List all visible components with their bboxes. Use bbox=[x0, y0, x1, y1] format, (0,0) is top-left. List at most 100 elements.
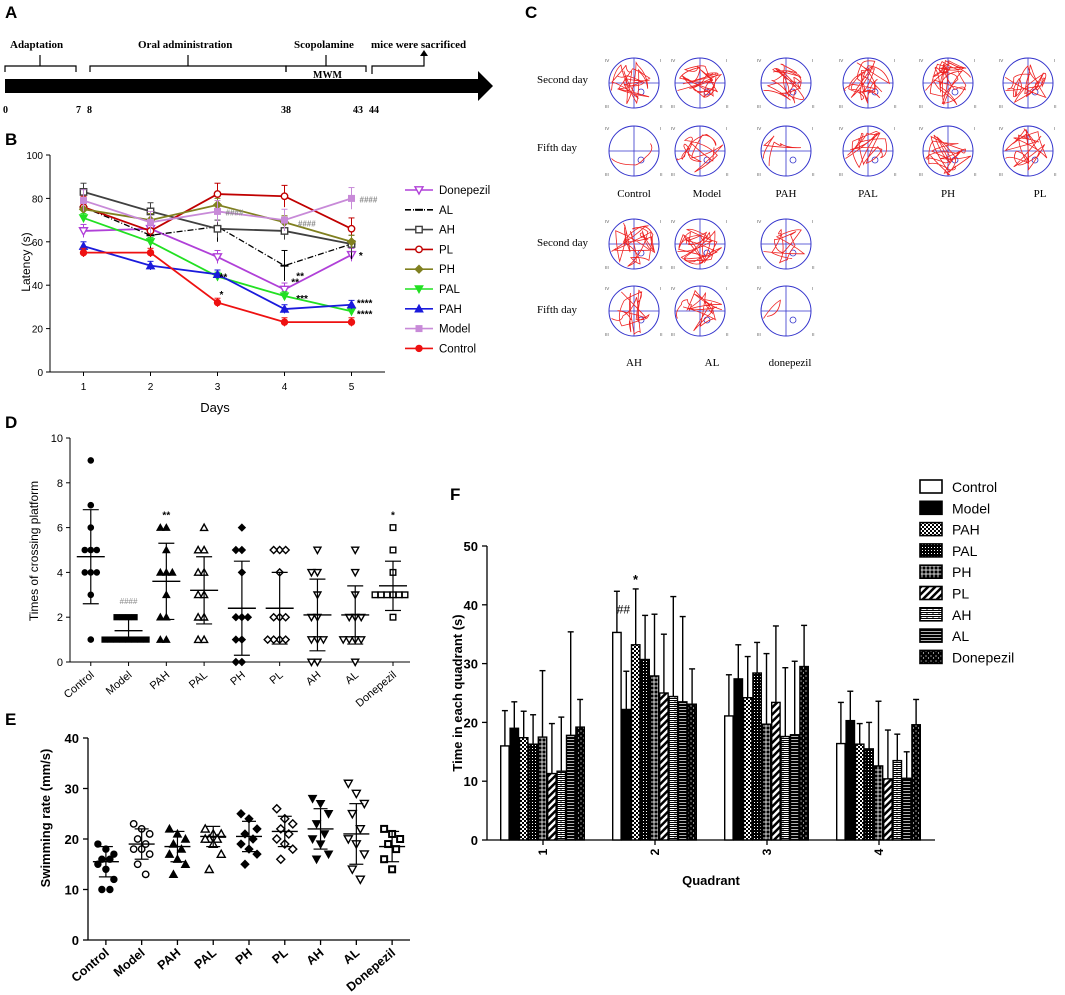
quadrant-xtick-label: 1 bbox=[536, 848, 550, 855]
latency-significance: * bbox=[359, 251, 363, 262]
quadrant-bar-ah bbox=[668, 695, 679, 841]
quadrant-bar-pal bbox=[752, 672, 763, 841]
platform-marker bbox=[789, 316, 797, 324]
swimming-point-pal bbox=[200, 833, 211, 843]
quadrant-label: I bbox=[660, 286, 661, 291]
swimming-point-ah bbox=[315, 799, 326, 809]
quadrant-bar-pl bbox=[659, 692, 669, 841]
crossing-point-ph bbox=[231, 545, 241, 555]
quadrant-label: IV bbox=[757, 126, 761, 131]
crossing-point-ah bbox=[312, 568, 323, 578]
quadrant-bar-al bbox=[565, 734, 576, 841]
quadrant-label: III bbox=[605, 172, 609, 177]
quadrant-ytick-label: 40 bbox=[464, 598, 478, 613]
quadrant-label: II bbox=[660, 104, 663, 109]
swimming-point-ah bbox=[311, 820, 322, 829]
quadrant-label: III bbox=[671, 104, 675, 109]
quadrant-xlabel: Quadrant bbox=[682, 873, 740, 888]
quadrant-label: III bbox=[757, 104, 761, 109]
crossing-point-al bbox=[344, 636, 354, 645]
quadrant-label: IV bbox=[757, 58, 761, 63]
quadrant-bar-control bbox=[500, 745, 510, 841]
quadrant-ytick-label: 30 bbox=[464, 657, 478, 672]
crossing-xtick-label: AH bbox=[304, 669, 323, 688]
swimming-xtick-label: Model bbox=[111, 946, 148, 980]
timeline-tick-7: 7 bbox=[76, 105, 81, 116]
crossing-point-ph bbox=[231, 635, 241, 644]
quadrant-label: IV bbox=[605, 219, 609, 224]
quadrant-bar-pl bbox=[547, 772, 557, 841]
latency-ytick-label: 80 bbox=[32, 194, 44, 205]
legend-swatch-pl bbox=[919, 585, 943, 601]
crossing-significance: ** bbox=[162, 511, 170, 522]
quadrant-ytick-label: 0 bbox=[471, 833, 478, 848]
legend-label-model: Model bbox=[439, 324, 470, 336]
crossing-ytick-label: 2 bbox=[57, 612, 63, 624]
panel-letter-a: A bbox=[5, 3, 17, 22]
crossing-xtick-label: PL bbox=[268, 669, 286, 687]
crossing-point-model bbox=[107, 636, 114, 643]
legend-label-pal: PAL bbox=[439, 284, 460, 296]
swimming-point-pal bbox=[212, 833, 223, 843]
quadrant-label: II bbox=[812, 332, 815, 337]
legend-label-al: AL bbox=[439, 205, 454, 217]
phase-sacrifice: mice were sacrificed bbox=[371, 39, 466, 51]
sacrifice-arrowhead bbox=[420, 50, 428, 56]
quadrant-label: IV bbox=[671, 58, 675, 63]
quadrant-label: I bbox=[726, 219, 727, 224]
latency-point-control bbox=[146, 248, 155, 257]
latency-significance: ** bbox=[291, 278, 299, 289]
swimming-point-ph bbox=[252, 824, 262, 834]
crossing-point-pl bbox=[269, 635, 279, 645]
quadrant-bar-donepezil bbox=[687, 703, 698, 841]
quadrant-label: IV bbox=[671, 126, 675, 131]
quadrant-bar-ah bbox=[780, 735, 791, 841]
crossing-point-ph bbox=[231, 612, 241, 622]
latency-point-ah bbox=[213, 224, 222, 233]
quadrant-xtick-label: 4 bbox=[872, 848, 886, 855]
crossing-point-pal bbox=[199, 634, 209, 644]
quadrant-label: I bbox=[660, 58, 661, 63]
swimming-point-al bbox=[355, 825, 366, 835]
quadrant-label: I bbox=[1054, 58, 1055, 63]
platform-marker bbox=[951, 88, 959, 96]
swimming-point-control bbox=[106, 885, 114, 894]
quadrant-label: I bbox=[812, 126, 813, 131]
legend-label-donepezil: Donepezil bbox=[952, 649, 1014, 665]
legend-swatch-ah bbox=[919, 606, 943, 622]
quadrant-label: IV bbox=[999, 58, 1003, 63]
swimming-point-ah bbox=[307, 835, 318, 845]
swim-track-second-2 bbox=[763, 63, 805, 104]
crossing-point-ah bbox=[306, 658, 317, 667]
latency-point-control bbox=[79, 248, 88, 257]
quadrant-label: I bbox=[894, 126, 895, 131]
latency-point-model bbox=[214, 207, 221, 215]
crossing-point-ah bbox=[312, 658, 323, 667]
crossing-ytick-label: 6 bbox=[57, 523, 63, 535]
crossing-xtick-label: PAH bbox=[148, 669, 172, 692]
legend-marker-donepezil bbox=[413, 186, 425, 196]
latency-point-model bbox=[80, 197, 87, 205]
panel-letter-d: D bbox=[5, 413, 17, 432]
swimming-point-pah bbox=[168, 869, 179, 879]
legend-label-pah: PAH bbox=[952, 522, 980, 538]
quadrant-bar-al bbox=[789, 734, 800, 841]
swim-track-fifth2-1 bbox=[676, 289, 723, 332]
quadrant-bar-al bbox=[677, 701, 688, 841]
quadrant-xtick-label: 2 bbox=[648, 848, 662, 855]
latency-point-model bbox=[147, 218, 154, 226]
latency-ytick-label: 0 bbox=[37, 368, 43, 379]
crossing-point-model bbox=[113, 636, 120, 643]
quadrant-label: IV bbox=[671, 219, 675, 224]
crossing-point-control bbox=[87, 501, 95, 509]
quadrant-label: II bbox=[660, 265, 663, 270]
swimming-ytick-label: 0 bbox=[72, 933, 79, 948]
quadrant-label: III bbox=[605, 104, 609, 109]
crossing-point-pal bbox=[193, 589, 203, 599]
latency-point-pl bbox=[280, 192, 289, 201]
legend-swatch-donepezil bbox=[919, 649, 943, 665]
latency-point-pal bbox=[145, 238, 156, 247]
latency-point-ph bbox=[346, 237, 357, 247]
quadrant-label: I bbox=[660, 126, 661, 131]
swimming-point-al bbox=[351, 789, 362, 799]
